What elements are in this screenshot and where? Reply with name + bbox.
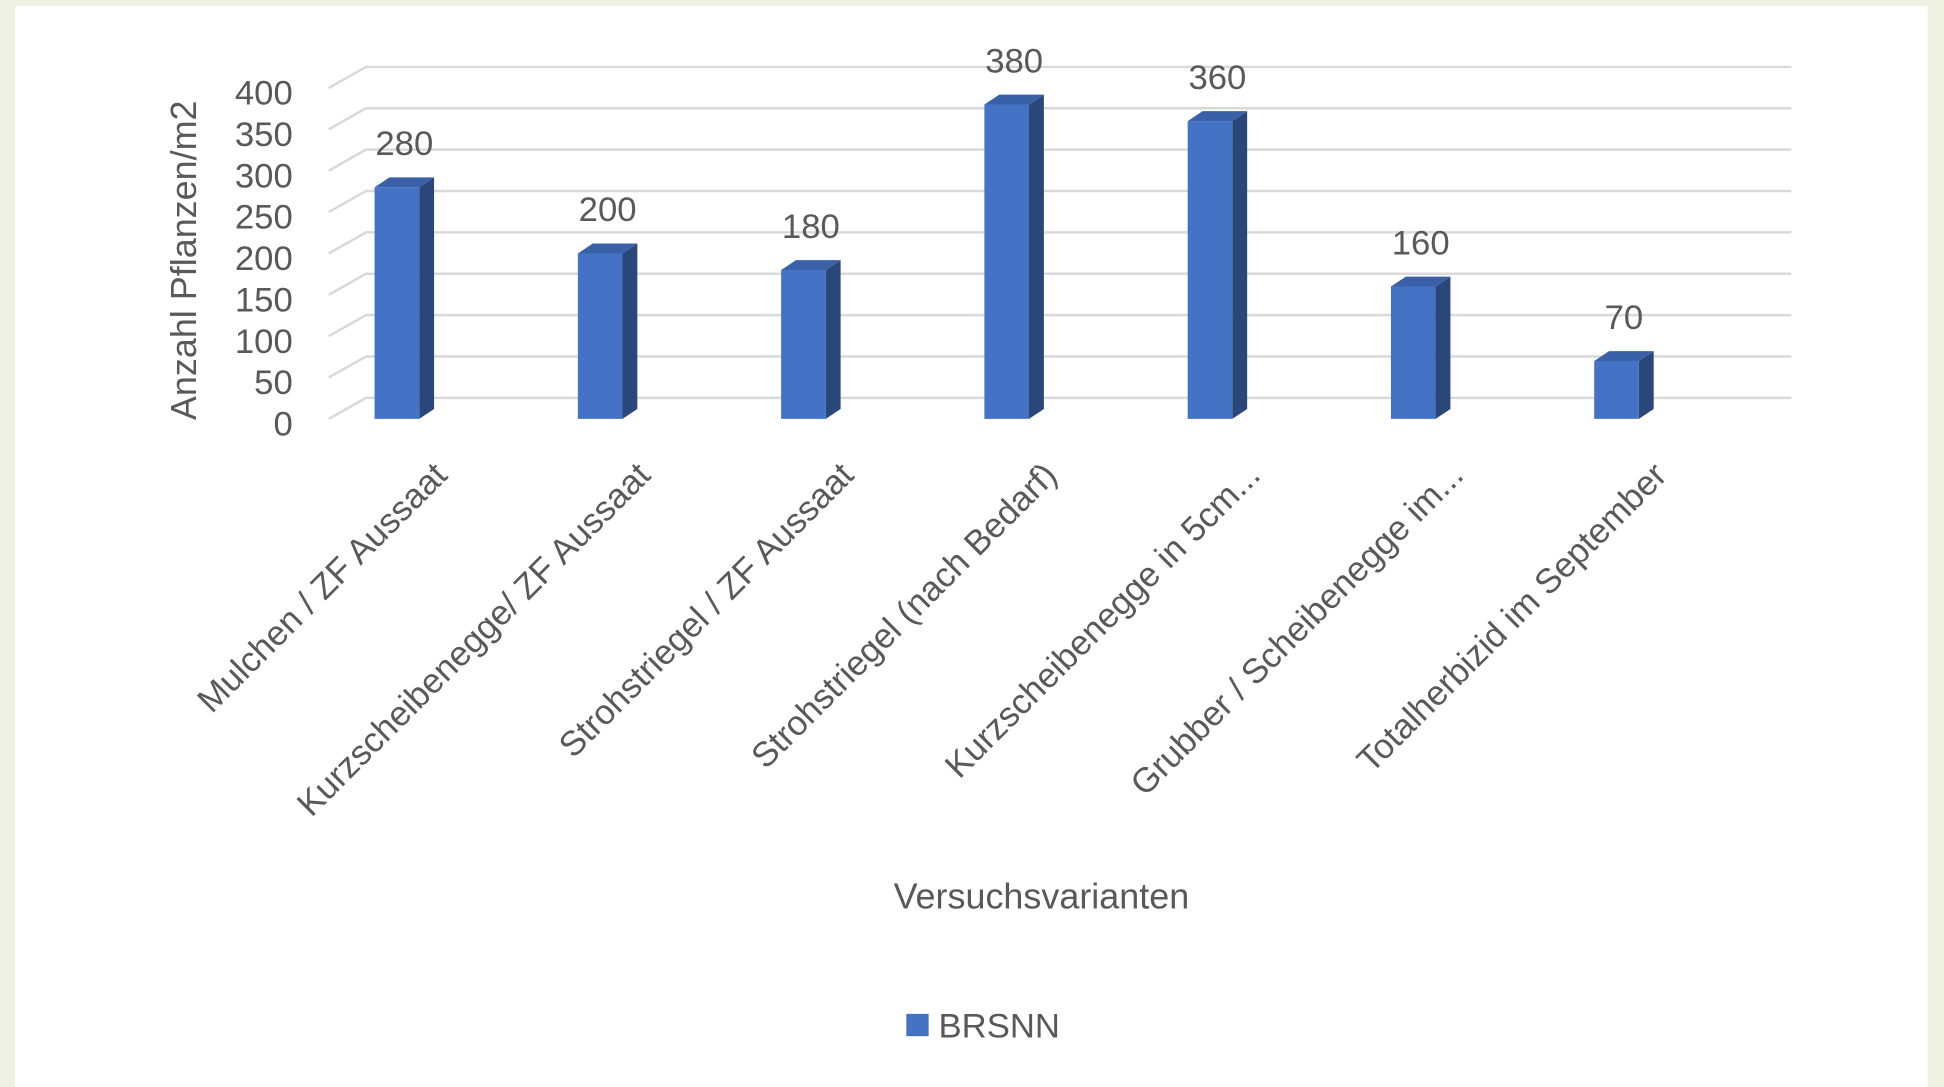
bar-front: [577, 253, 623, 419]
bar-side: [1232, 111, 1248, 419]
bar: [1594, 351, 1654, 419]
x-axis-label: Versuchsvarianten: [894, 876, 1190, 917]
bar: [1390, 276, 1451, 419]
bar-front: [1594, 361, 1639, 419]
legend-swatch: [906, 1013, 929, 1037]
bar-top: [984, 94, 1044, 105]
bar-top: [577, 243, 638, 254]
data-label: 70: [1605, 299, 1644, 337]
bar-side: [1435, 276, 1451, 419]
bar: [1187, 111, 1248, 419]
data-label: 380: [985, 42, 1043, 80]
bar-top: [1594, 351, 1654, 362]
data-label: 180: [782, 208, 840, 246]
bar: [577, 243, 638, 419]
y-tick-label: 350: [235, 116, 293, 154]
bar: [781, 260, 841, 419]
y-tick-label: 200: [235, 240, 293, 278]
bar: [374, 177, 435, 419]
grid-line: [328, 231, 1792, 255]
y-tick-label: 300: [235, 157, 293, 195]
legend-label: BRSNN: [939, 1007, 1060, 1045]
bar-front: [984, 104, 1030, 419]
bar-front: [1187, 121, 1233, 419]
grid-line: [328, 355, 1792, 379]
grid-line: [328, 65, 1792, 90]
y-tick-label: 50: [254, 364, 293, 402]
bar-front: [781, 270, 826, 419]
y-tick-label: 100: [235, 323, 293, 361]
grid-line: [328, 396, 1792, 421]
y-tick-label: 0: [273, 406, 292, 444]
data-label: 360: [1188, 59, 1246, 97]
y-tick-label: 150: [235, 281, 293, 319]
grid-line: [328, 148, 1792, 172]
grid-line: [328, 107, 1792, 131]
grid-line: [328, 189, 1792, 214]
grid-line: [328, 272, 1792, 296]
bar-front: [374, 187, 420, 419]
y-axis-label: Anzahl Pflanzen/m2: [163, 100, 204, 420]
bar-side: [1029, 94, 1044, 419]
grid-line: [328, 313, 1792, 338]
data-label: 200: [579, 191, 637, 229]
bar: [984, 94, 1044, 419]
data-label: 280: [375, 125, 433, 163]
bar-side: [1638, 351, 1654, 419]
bar-side: [419, 177, 435, 419]
bar-side: [825, 260, 841, 419]
y-tick-label: 400: [235, 75, 293, 113]
bar-front: [1390, 286, 1436, 419]
bar-side: [622, 243, 638, 419]
data-label: 160: [1392, 224, 1450, 262]
chart-panel: [15, 6, 1928, 1087]
bar-top: [374, 177, 435, 188]
bar-top: [1187, 111, 1248, 122]
y-tick-label: 250: [235, 199, 293, 237]
bar-top: [1390, 276, 1451, 287]
bar-top: [781, 260, 841, 271]
